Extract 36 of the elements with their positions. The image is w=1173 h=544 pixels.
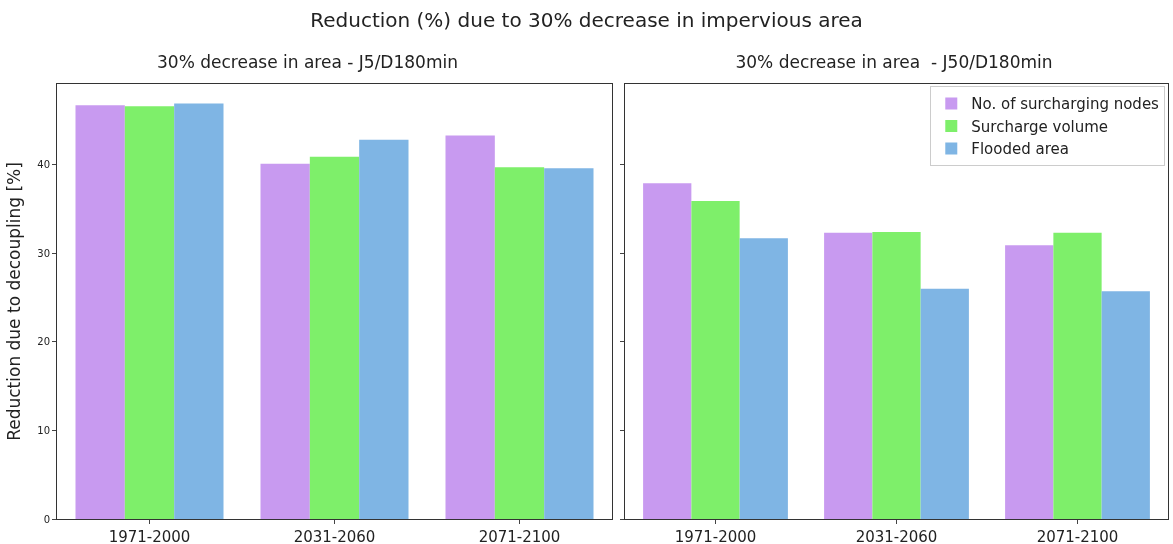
x-tick-label: 1971-2000 — [108, 528, 191, 544]
y-tick-label: 40 — [37, 159, 50, 171]
x-tick-label: 2071-2100 — [1036, 528, 1119, 544]
legend-label: Surcharge volume — [971, 117, 1109, 136]
legend-label: No. of surcharging nodes — [971, 95, 1160, 114]
bar — [1101, 291, 1150, 519]
x-tick-label: 2071-2100 — [478, 528, 561, 544]
y-tick-label: 20 — [37, 336, 50, 348]
y-tick-label: 10 — [37, 424, 50, 436]
bar — [494, 167, 545, 519]
bar — [75, 105, 125, 519]
bar — [309, 156, 360, 519]
bar — [920, 288, 969, 519]
y-tick-label: 30 — [37, 247, 50, 259]
x-tick-label: 1971-2000 — [674, 528, 757, 544]
bar — [739, 238, 788, 519]
x-tick-label: 2031-2060 — [855, 528, 938, 544]
bar — [260, 163, 310, 519]
legend-label: Flooded area — [971, 140, 1069, 159]
bar — [872, 231, 921, 519]
bar — [124, 106, 175, 519]
chart-title: 30% decrease in area - J5/D180min — [157, 52, 458, 72]
y-axis-title: Reduction due to decoupling [%] — [3, 162, 24, 441]
y-tick-label: 0 — [43, 513, 50, 525]
bar — [1005, 245, 1054, 519]
bar — [643, 183, 692, 519]
text: Reduction (%) due to 30% decrease in impervious area — [309, 8, 864, 32]
chart-title: 30% decrease in area - J50/D180min — [735, 52, 1053, 72]
bar — [359, 139, 409, 519]
bar — [691, 200, 740, 519]
bar — [445, 135, 495, 519]
bar — [824, 232, 873, 519]
bar — [1053, 232, 1102, 519]
bar — [174, 103, 224, 519]
x-tick-label: 2031-2060 — [293, 528, 376, 544]
bar — [544, 168, 594, 519]
